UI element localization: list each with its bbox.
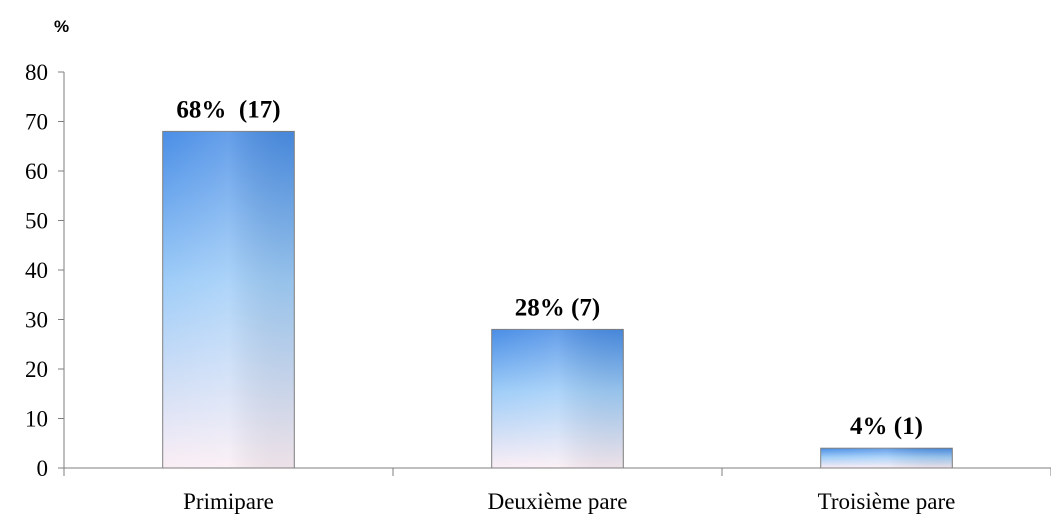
category-label-2: Deuxième pare [488,489,628,514]
y-tick-label: 50 [25,209,48,234]
category-label-3: Troisième pare [818,489,956,514]
bar-sheen-1 [162,131,295,468]
y-tick-label: 70 [25,110,48,135]
data-label-2: 28% (7) [515,294,600,321]
x-axis-ticks [63,468,1051,476]
y-tick-label: 30 [25,308,48,333]
y-tick-label: 10 [25,407,48,432]
y-tick-label: 20 [25,357,48,382]
category-labels: Primipare Deuxième pare Troisième pare [183,489,955,514]
data-label-3: 4% (1) [850,413,923,440]
category-label-1: Primipare [183,489,274,514]
bar-sheen-2 [491,329,624,468]
y-tick-label: 0 [37,456,49,481]
y-tick-label: 60 [25,159,48,184]
y-axis-ticks: 0 10 20 30 40 50 60 70 80 [25,60,64,481]
y-unit-label: % [54,17,69,36]
y-tick-label: 80 [25,60,48,85]
data-label-1: 68% (17) [176,96,280,123]
y-tick-label: 40 [25,258,48,283]
data-labels: 68% (17) 28% (7) 4% (1) [176,96,923,440]
bar-sheen-3 [820,448,953,468]
bars [162,130,953,469]
